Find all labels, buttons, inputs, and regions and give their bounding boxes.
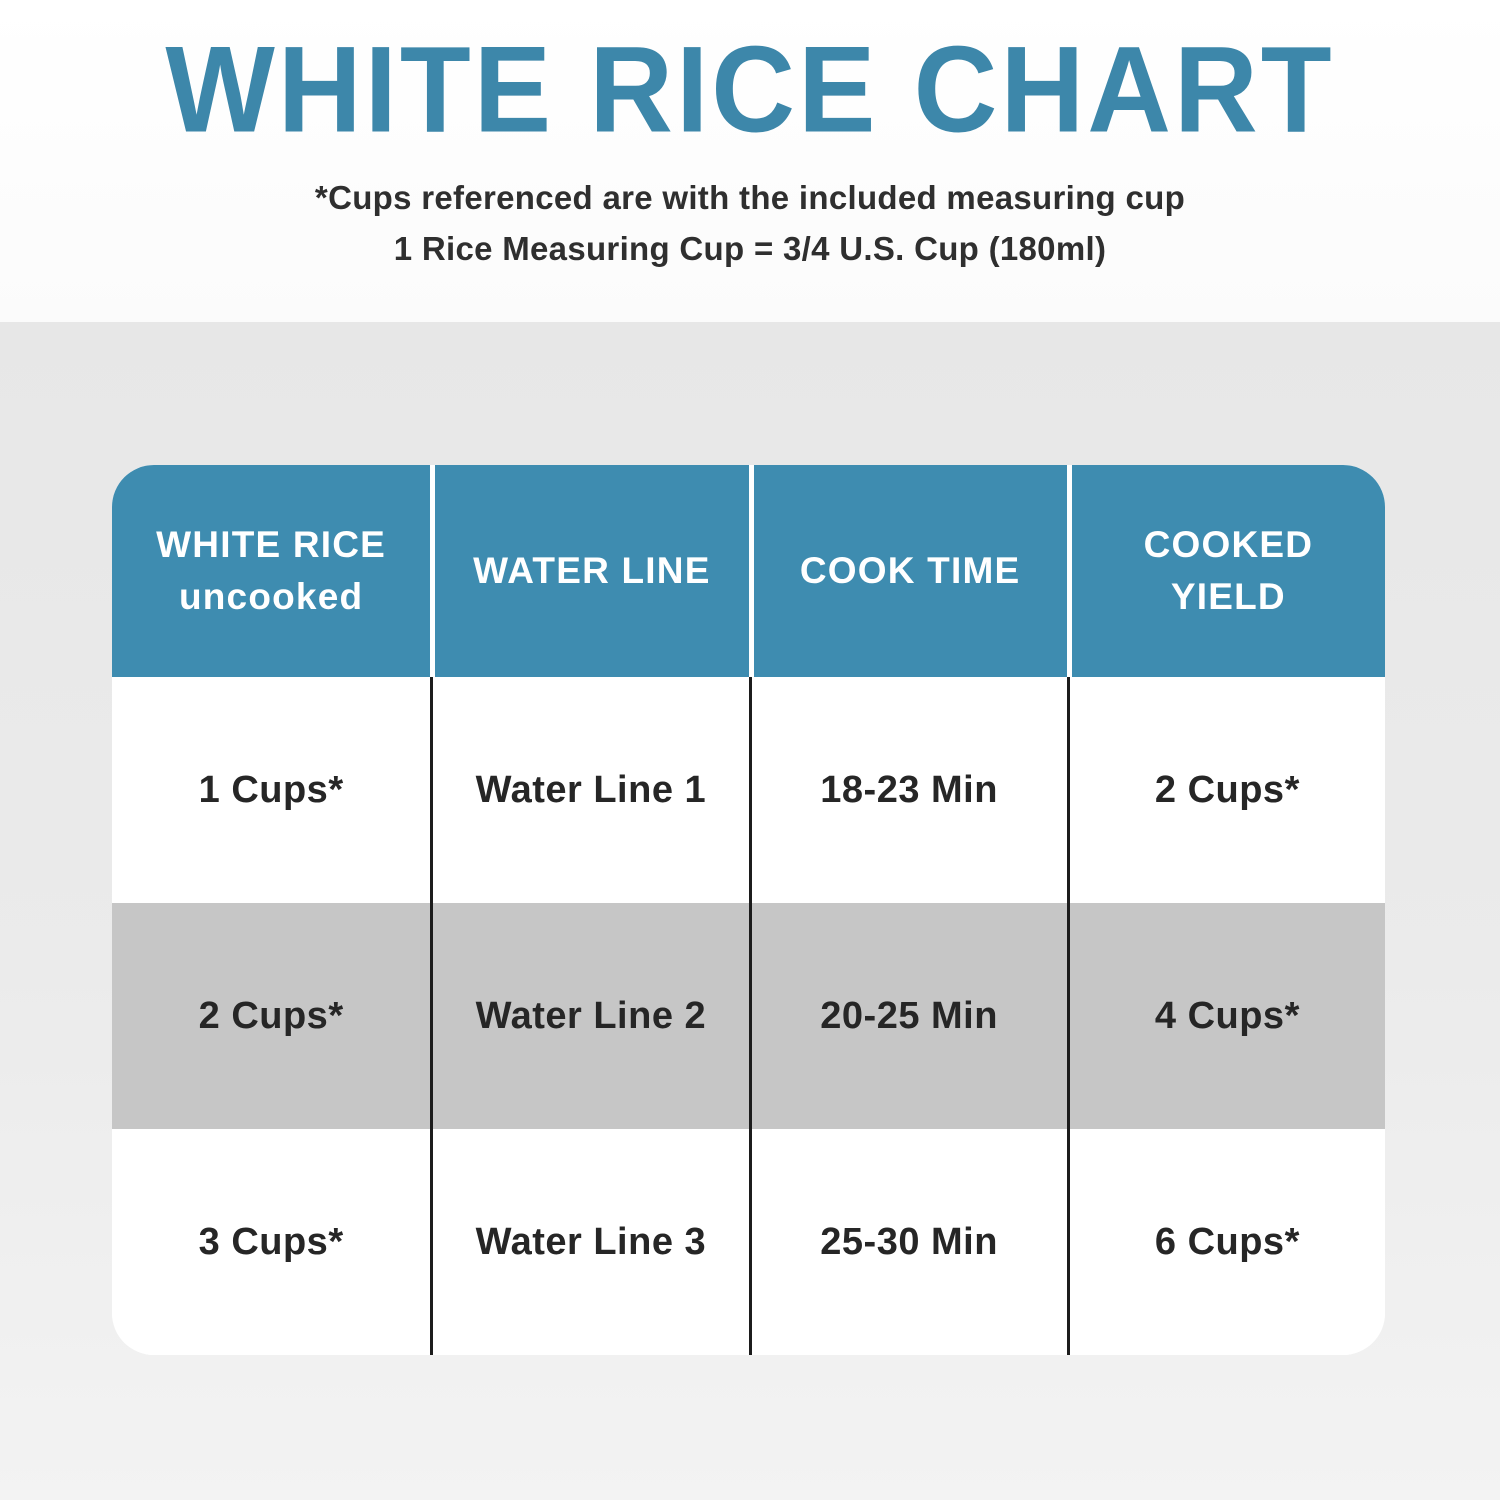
header-line: WATER LINE <box>473 550 711 592</box>
title-section: WHITE RICE CHART *Cups referenced are wi… <box>0 0 1500 322</box>
table-header-row: WHITE RICE uncooked WATER LINE COOK TIME… <box>112 465 1385 677</box>
table-cell-water-line: Water Line 1 <box>430 677 748 903</box>
table-cell-cook-time: 18-23 Min <box>748 677 1067 903</box>
table-cell-cook-time: 20-25 Min <box>748 903 1067 1129</box>
table-cell-uncooked: 2 Cups* <box>198 994 344 1037</box>
table-cell-yield: 6 Cups* <box>1066 1129 1385 1355</box>
note-line-1: *Cups referenced are with the included m… <box>314 179 1186 216</box>
column-header-white-rice-uncooked: WHITE RICE uncooked <box>112 465 431 677</box>
table-cell-cook-time: 25-30 Min <box>748 1129 1067 1355</box>
table-row-1-cup: 1 Cups* Water Line 1 18-23 Min 2 Cups* <box>112 677 1385 903</box>
header-line: COOKED <box>1143 524 1314 566</box>
table-cell-water-line: Water Line 2 <box>430 903 748 1129</box>
header-line: WHITE RICE <box>156 524 387 566</box>
header-line: YIELD <box>1170 576 1286 617</box>
header-line: uncooked <box>178 576 364 617</box>
rice-cooking-table: WHITE RICE uncooked WATER LINE COOK TIME… <box>112 465 1385 1355</box>
page-title: WHITE RICE CHART <box>165 20 1335 158</box>
column-header-water-line: WATER LINE <box>430 465 749 677</box>
measuring-cup-note: *Cups referenced are with the included m… <box>0 172 1500 274</box>
column-header-cook-time: COOK TIME <box>748 465 1067 677</box>
table-cell-uncooked: 1 Cups* <box>198 768 344 811</box>
table-cell-uncooked: 3 Cups* <box>198 1220 344 1263</box>
note-line-2: 1 Rice Measuring Cup = 3/4 U.S. Cup (180… <box>393 230 1107 268</box>
column-header-cooked-yield: COOKED YIELD <box>1066 465 1385 677</box>
table-cell-yield: 2 Cups* <box>1066 677 1385 903</box>
header-line: COOK TIME <box>799 550 1021 592</box>
table-cell-water-line: Water Line 3 <box>430 1129 748 1355</box>
table-cell-yield: 4 Cups* <box>1066 903 1385 1129</box>
table-row-2-cups: 2 Cups* Water Line 2 20-25 Min 4 Cups* <box>112 903 1385 1129</box>
table-row-3-cups: 3 Cups* Water Line 3 25-30 Min 6 Cups* <box>112 1129 1385 1355</box>
